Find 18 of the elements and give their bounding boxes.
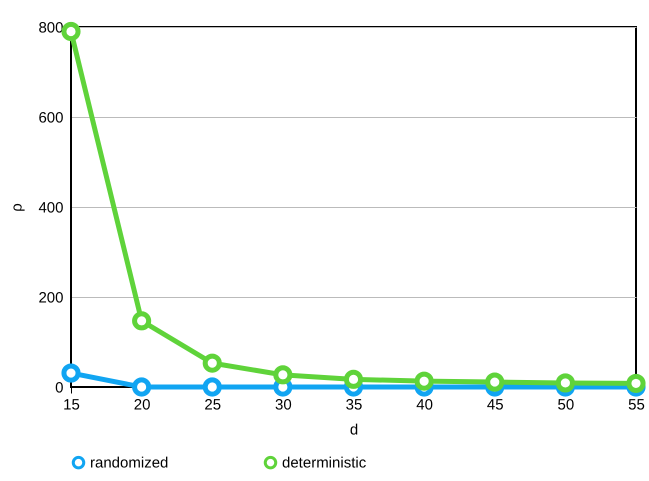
- x-tick-label: 30: [275, 396, 292, 414]
- y-tick-label: 0: [55, 380, 64, 396]
- y-tick-label: 600: [38, 110, 64, 126]
- x-tick-label: 20: [134, 396, 150, 414]
- x-axis-title: d: [350, 422, 358, 438]
- y-tick-label: 200: [38, 290, 64, 306]
- x-tick-label: 40: [416, 396, 433, 414]
- y-tick-label: 800: [38, 20, 64, 36]
- x-tick-label: 45: [486, 396, 504, 414]
- y-tick-label: 400: [38, 200, 64, 216]
- x-tick-label: 25: [204, 396, 222, 414]
- x-tick-label: 15: [63, 396, 80, 414]
- y-axis-title: ρ: [8, 203, 26, 212]
- x-tick-label: 50: [558, 396, 574, 414]
- x-tick-label: 35: [346, 396, 362, 414]
- legend-label: deterministic: [282, 454, 367, 472]
- x-tick-label: 55: [628, 396, 645, 414]
- legend-label: randomized: [90, 454, 168, 472]
